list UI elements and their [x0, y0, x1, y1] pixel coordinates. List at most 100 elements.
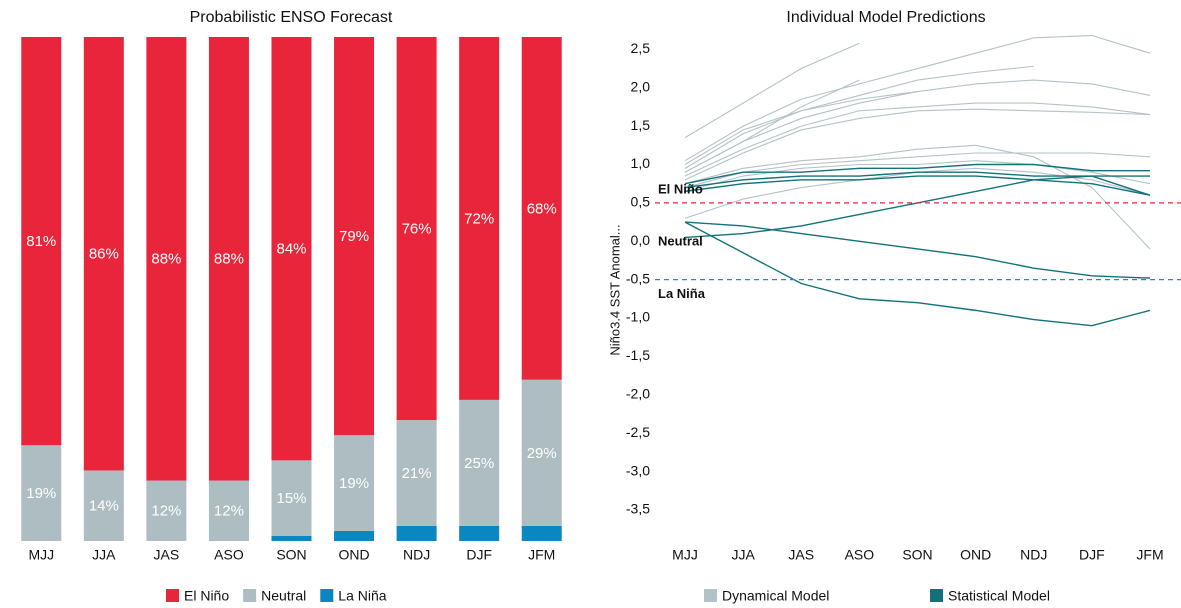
y-tick-label: -3,5 — [626, 501, 650, 517]
bar-segment — [208, 480, 249, 541]
model-line — [684, 108, 1151, 181]
model-line — [684, 65, 1034, 165]
bar-segment — [21, 445, 62, 541]
x-tick-label: JFM — [1136, 547, 1163, 563]
bar-segment — [334, 37, 375, 436]
x-tick-label: OND — [338, 547, 369, 563]
x-tick-label: JFM — [528, 547, 555, 563]
chart-title: Probabilistic ENSO Forecast — [190, 9, 393, 26]
y-tick-label: -3,0 — [626, 462, 650, 478]
y-tick-label: 0,5 — [631, 194, 651, 210]
data-label: 12% — [214, 503, 244, 520]
data-label: 88% — [214, 251, 244, 268]
bar-segment — [521, 525, 562, 541]
chart-title: Individual Model Predictions — [786, 9, 985, 26]
bar-segment — [83, 37, 124, 471]
y-tick-label: 1,5 — [631, 117, 651, 133]
model-line — [684, 34, 1151, 162]
y-tick-label: 1,0 — [631, 155, 651, 171]
data-label: 14% — [89, 498, 119, 515]
legend-swatch — [320, 589, 334, 602]
bar-segment — [271, 37, 312, 461]
bar-segment — [271, 535, 312, 541]
bar-segment — [521, 379, 562, 526]
y-tick-label: -2,0 — [626, 386, 650, 402]
y-tick-label: 2,5 — [631, 40, 651, 56]
legend-label: Dynamical Model — [722, 588, 829, 604]
reference-label: La Niña — [658, 286, 706, 301]
y-tick-label: -0,5 — [626, 270, 650, 286]
bar-segment — [334, 435, 375, 531]
data-label: 86% — [89, 246, 119, 263]
model-line — [684, 102, 1151, 177]
x-tick-label: JJA — [731, 547, 755, 563]
bar-segment — [521, 37, 562, 380]
data-label: 72% — [464, 210, 494, 227]
bar-segment — [21, 37, 62, 446]
data-label: 15% — [276, 490, 306, 507]
x-tick-label: NDJ — [403, 547, 430, 563]
x-tick-label: DJF — [1079, 547, 1105, 563]
data-label: 88% — [151, 251, 181, 268]
x-tick-label: JAS — [788, 547, 814, 563]
bar-segment — [83, 470, 124, 541]
reference-label: El Niño — [658, 181, 703, 196]
y-tick-label: -1,0 — [626, 309, 650, 325]
legend-swatch — [166, 589, 179, 602]
bar-segment — [396, 420, 437, 526]
x-tick-label: OND — [960, 547, 991, 563]
y-tick-label: 2,0 — [631, 78, 651, 94]
model-line — [684, 79, 860, 173]
data-label: 81% — [26, 233, 56, 250]
annotation: Neutral — [658, 234, 703, 249]
x-tick-label: SON — [902, 547, 932, 563]
data-label: 19% — [339, 475, 369, 492]
data-label: 12% — [151, 503, 181, 520]
x-tick-label: DJF — [466, 547, 492, 563]
model-line — [684, 221, 1151, 279]
model-line — [684, 152, 1151, 189]
data-label: 68% — [527, 200, 557, 217]
model-line — [684, 160, 1151, 192]
data-label: 21% — [402, 465, 432, 482]
bar-segment — [334, 530, 375, 541]
bar-segment — [459, 37, 500, 400]
x-tick-label: MJJ — [28, 547, 54, 563]
legend-swatch — [704, 589, 717, 602]
model-line — [684, 171, 1151, 196]
model-line — [684, 221, 1151, 327]
legend-label: Neutral — [261, 588, 306, 604]
model-line — [684, 79, 1151, 169]
legend-swatch — [930, 589, 943, 602]
bar-segment — [459, 399, 500, 526]
data-label: 84% — [276, 241, 306, 258]
legend-label: El Niño — [184, 588, 229, 604]
model-line — [684, 42, 860, 139]
x-tick-label: JAS — [154, 547, 180, 563]
data-label: 79% — [339, 228, 369, 245]
legend-label: La Niña — [338, 588, 386, 604]
bar-segment — [396, 525, 437, 541]
model-line — [684, 163, 1150, 185]
model-line — [684, 175, 1151, 196]
data-label: 29% — [527, 445, 557, 462]
bar-segment — [271, 460, 312, 536]
x-tick-label: SON — [276, 547, 306, 563]
x-tick-label: ASO — [214, 547, 244, 563]
x-tick-label: ASO — [845, 547, 875, 563]
data-label: 76% — [402, 220, 432, 237]
bar-segment — [208, 37, 249, 481]
legend-swatch — [243, 589, 257, 602]
model-line — [684, 175, 1150, 239]
legend-label: Statistical Model — [948, 588, 1050, 604]
data-label: 25% — [464, 455, 494, 472]
bar-segment — [459, 525, 500, 541]
y-axis-label: Niño3.4 SST Anomal... — [607, 224, 622, 355]
x-tick-label: JJA — [92, 547, 116, 563]
bar-segment — [396, 37, 437, 421]
bar-segment — [146, 480, 187, 541]
x-tick-label: MJJ — [672, 547, 698, 563]
y-tick-label: -2,5 — [626, 424, 650, 440]
